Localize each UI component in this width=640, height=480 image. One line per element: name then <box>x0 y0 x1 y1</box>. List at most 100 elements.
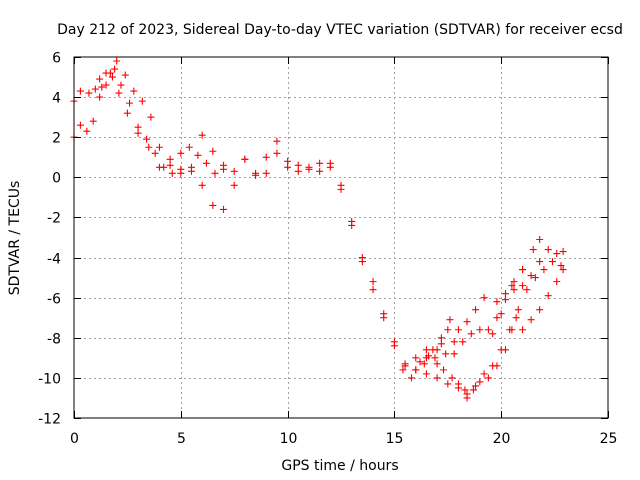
data-point <box>536 306 544 314</box>
y-tick-label: -10 <box>38 372 61 388</box>
data-point <box>194 151 202 159</box>
data-point <box>326 163 334 171</box>
data-point <box>76 121 84 129</box>
data-point <box>358 258 366 266</box>
series-track-2 <box>70 65 458 382</box>
data-point <box>536 236 544 244</box>
x-axis-label: GPS time / hours <box>281 458 398 474</box>
data-point <box>407 374 415 382</box>
data-point <box>553 250 561 258</box>
data-point <box>461 386 469 394</box>
x-tick-label: 5 <box>177 431 186 447</box>
data-point <box>420 360 428 368</box>
series-track-1 <box>70 57 469 394</box>
data-point <box>510 278 518 286</box>
data-point <box>138 97 146 105</box>
data-point <box>416 358 424 366</box>
data-point <box>514 306 522 314</box>
series-track-8 <box>493 266 527 306</box>
data-point <box>401 362 409 370</box>
plot-frame <box>73 56 609 419</box>
data-point <box>390 342 398 350</box>
x-tick-label: 25 <box>600 431 618 447</box>
series-track-9 <box>519 266 567 334</box>
data-point <box>98 83 106 91</box>
y-axis-label: SDTVAR / TECUs <box>7 181 23 296</box>
x-tick-label: 15 <box>386 431 404 447</box>
data-point <box>177 169 185 177</box>
data-point <box>113 57 121 65</box>
data-point <box>444 326 452 334</box>
data-point <box>168 169 176 177</box>
data-point <box>454 380 462 388</box>
data-point <box>433 360 441 368</box>
data-point <box>544 246 552 254</box>
data-point <box>262 153 270 161</box>
data-point <box>123 109 131 117</box>
data-point <box>480 294 488 302</box>
data-point <box>294 161 302 169</box>
data-point <box>531 274 539 282</box>
data-point <box>519 282 527 290</box>
data-point <box>151 149 159 157</box>
data-point <box>459 338 467 346</box>
data-point <box>437 340 445 348</box>
data-point <box>450 338 458 346</box>
data-point <box>444 380 452 388</box>
data-point <box>480 370 488 378</box>
data-point <box>440 366 448 374</box>
data-point <box>220 205 228 213</box>
data-point <box>117 81 125 89</box>
data-point <box>252 171 260 179</box>
data-point <box>463 394 471 402</box>
series-track-7 <box>463 314 520 402</box>
data-point <box>284 157 292 165</box>
data-point <box>527 272 535 280</box>
data-point <box>91 85 99 93</box>
y-tick-label: -12 <box>38 412 61 428</box>
data-point <box>198 181 206 189</box>
data-point <box>230 167 238 175</box>
data-point <box>177 149 185 157</box>
y-tick-label: -8 <box>47 332 61 348</box>
y-tick-label: -2 <box>47 211 61 227</box>
data-point <box>399 366 407 374</box>
data-point <box>437 334 445 342</box>
data-point <box>450 350 458 358</box>
data-point <box>76 87 84 95</box>
data-point <box>102 69 110 77</box>
y-tick-label: 0 <box>52 171 61 187</box>
data-point <box>523 286 531 294</box>
data-point <box>134 123 142 131</box>
data-point <box>202 159 210 167</box>
data-point <box>501 346 509 354</box>
data-point <box>469 386 477 394</box>
data-point <box>508 326 516 334</box>
data-point <box>147 113 155 121</box>
data-point <box>166 155 174 163</box>
y-tick-label: 2 <box>52 131 61 147</box>
data-point <box>380 314 388 322</box>
data-point <box>96 75 104 83</box>
data-point <box>115 89 123 97</box>
data-point <box>476 326 484 334</box>
data-point <box>553 278 561 286</box>
data-point <box>454 326 462 334</box>
data-point <box>294 167 302 175</box>
data-point <box>348 221 356 229</box>
data-point <box>484 326 492 334</box>
data-point <box>145 143 153 151</box>
data-point <box>241 155 249 163</box>
data-point <box>484 374 492 382</box>
data-point <box>508 282 516 290</box>
series-track-5 <box>412 246 567 368</box>
data-point <box>85 89 93 97</box>
axis-ticks: 0 5 10 15 20 25 -12 -10 -8 -6 -4 -2 0 2 4 6 <box>38 51 617 448</box>
data-point <box>429 346 437 354</box>
data-point <box>467 330 475 338</box>
x-tick-label: 0 <box>70 431 79 447</box>
data-point <box>501 296 509 304</box>
x-tick-label: 10 <box>280 431 298 447</box>
data-point <box>544 292 552 300</box>
